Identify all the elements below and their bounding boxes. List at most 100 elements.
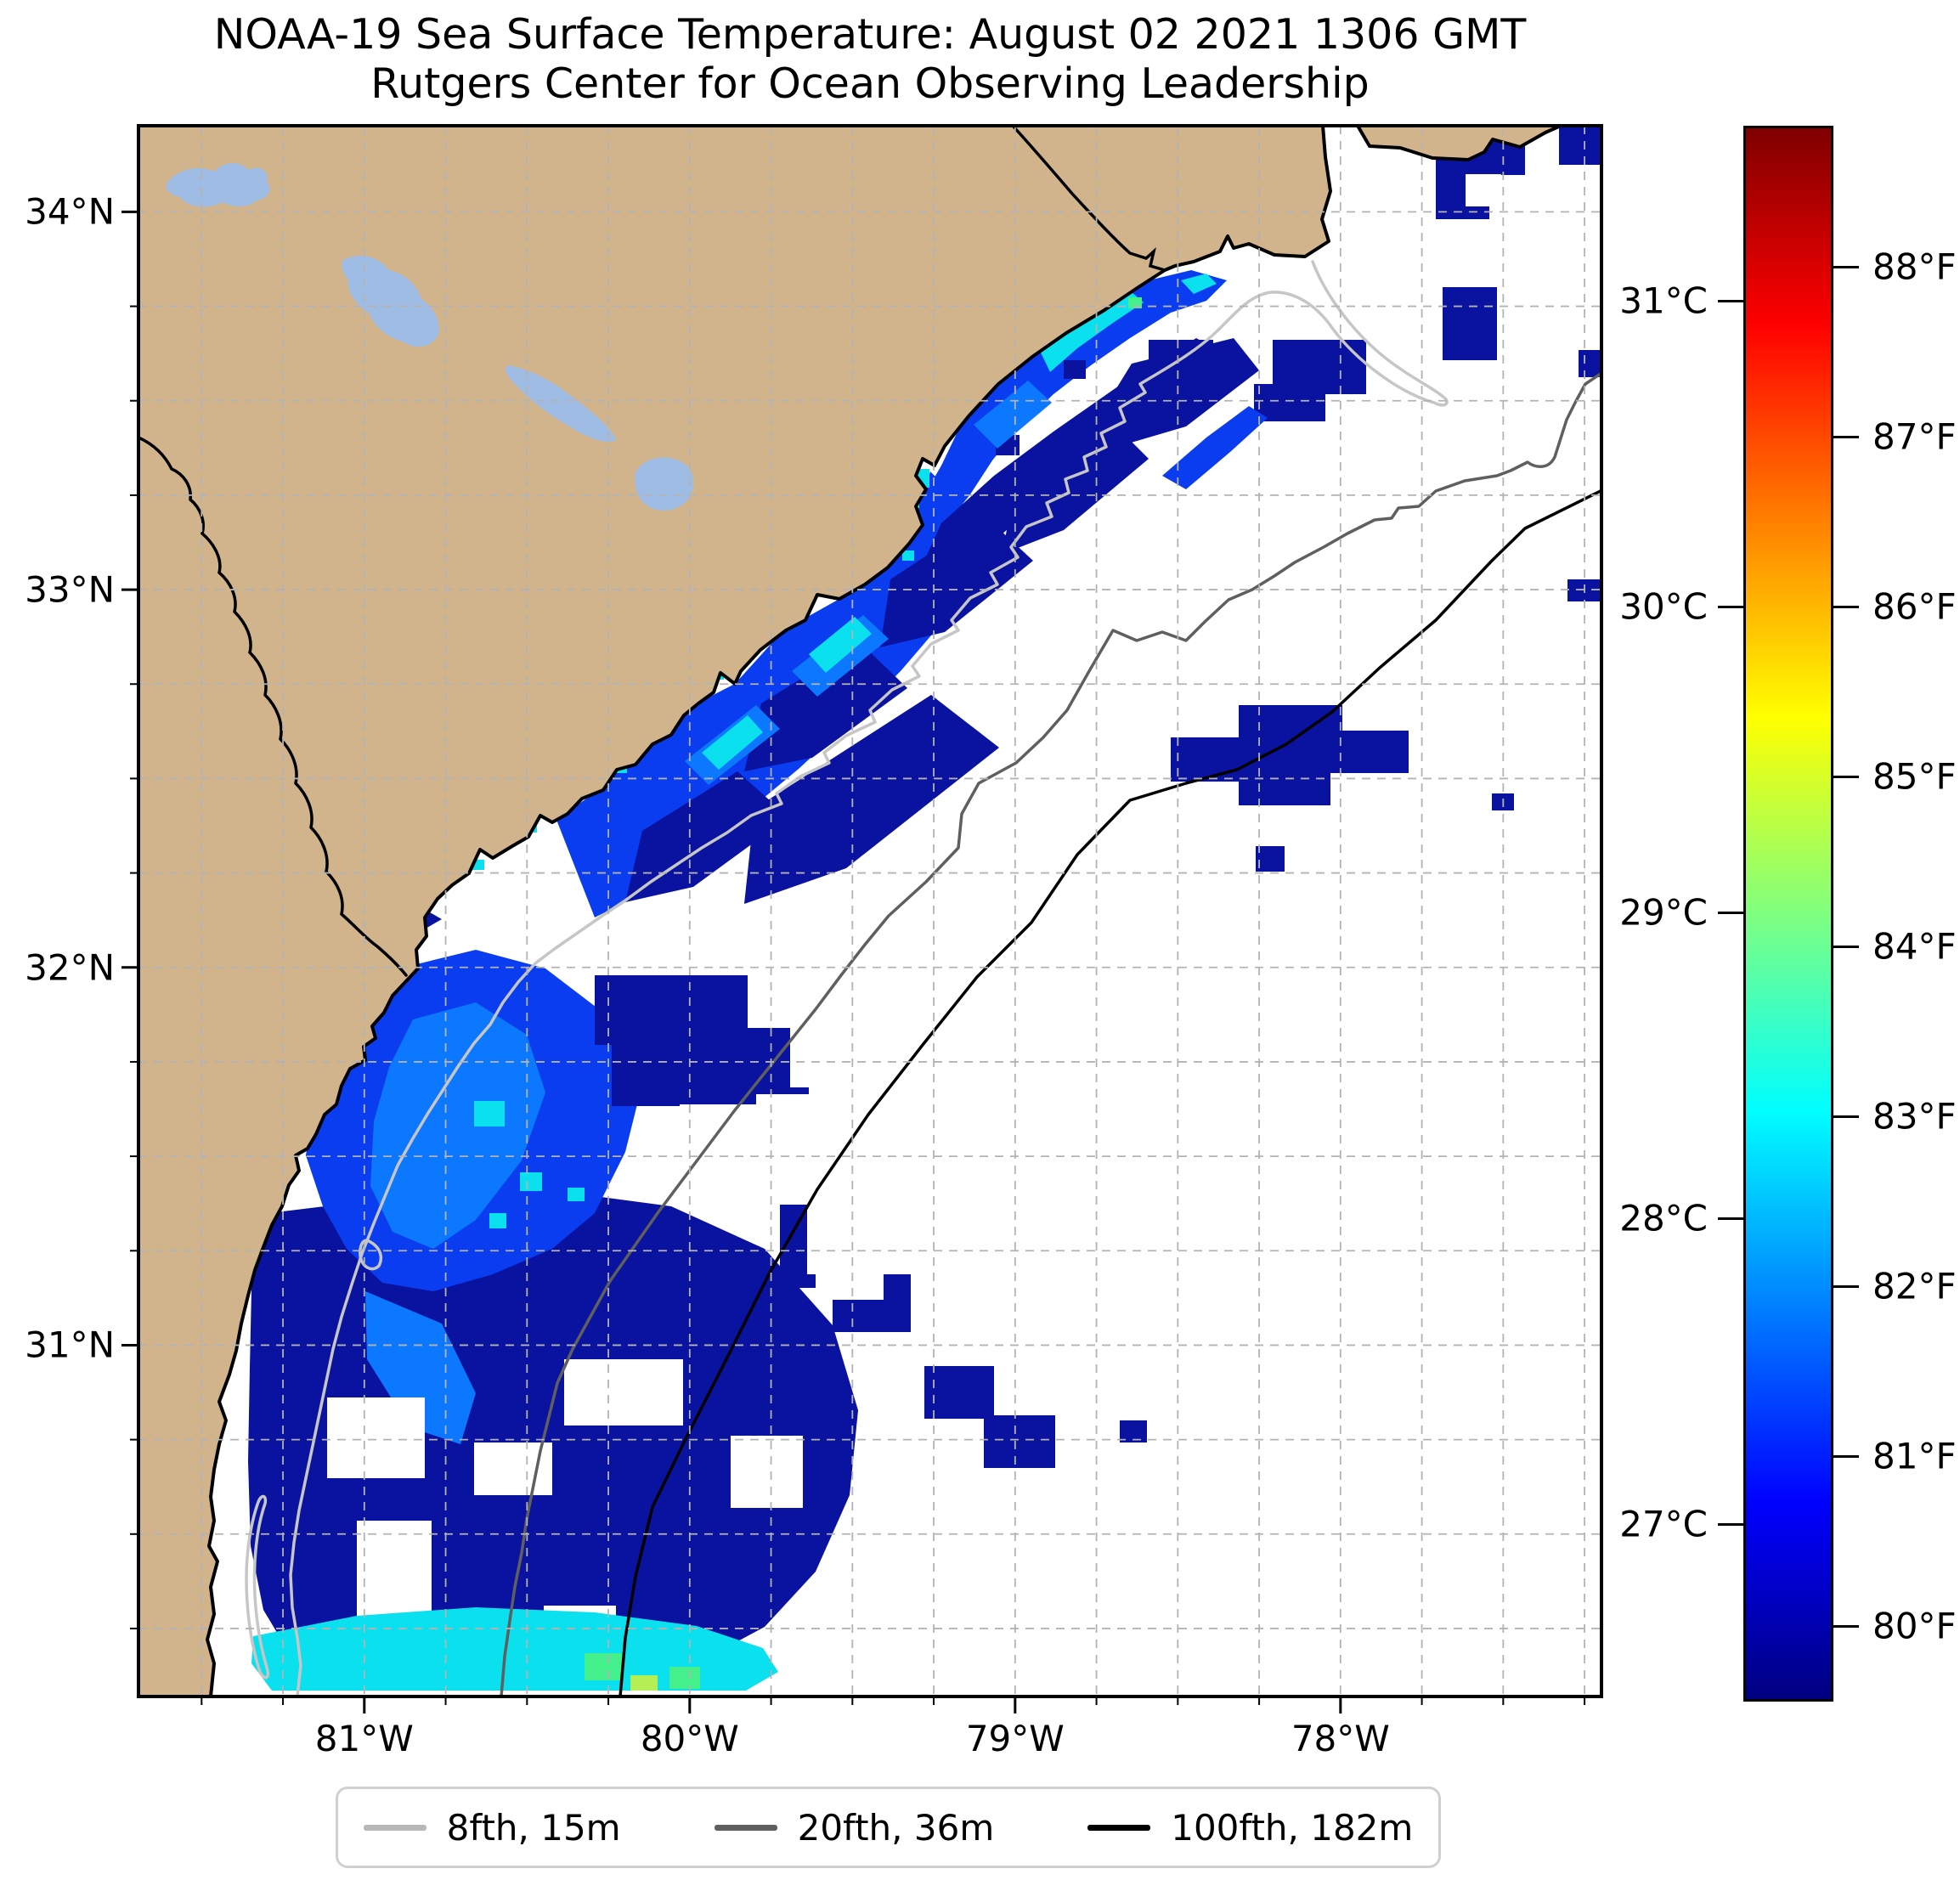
sst-patch xyxy=(327,1397,425,1478)
colorbar-label-fahrenheit: 81°F xyxy=(1872,1435,1957,1477)
sst-patch xyxy=(1466,174,1501,206)
colorbar-label-fahrenheit: 80°F xyxy=(1872,1605,1957,1647)
sst-patch xyxy=(1443,287,1497,360)
colorbar-tick-celsius xyxy=(1718,912,1743,914)
colorbar-tick-celsius xyxy=(1718,1217,1743,1220)
contour-20fth xyxy=(500,371,1601,1697)
colorbar-label-fahrenheit: 88°F xyxy=(1872,246,1957,288)
legend-label: 20fth, 36m xyxy=(797,1806,995,1849)
sst-patch xyxy=(744,695,999,904)
sst-patch xyxy=(1120,1420,1147,1442)
sst-patch xyxy=(1181,274,1217,294)
sst-patch xyxy=(790,1002,884,1087)
colorbar-tick-fahrenheit xyxy=(1833,1115,1859,1118)
x-tick-label: 80°W xyxy=(640,1718,739,1759)
y-tick-label: 32°N xyxy=(25,946,115,989)
land-mass-northeast xyxy=(1356,126,1562,161)
plot-frame xyxy=(137,124,1603,1698)
colorbar-label-celsius: 30°C xyxy=(1619,585,1708,628)
sst-patch xyxy=(880,517,1033,647)
sst-patch xyxy=(1064,360,1086,379)
sst-patch xyxy=(731,1436,803,1508)
colorbar-label-celsius: 28°C xyxy=(1619,1197,1708,1239)
colorbar-label-fahrenheit: 82°F xyxy=(1872,1265,1957,1307)
colorbar-label-fahrenheit: 84°F xyxy=(1872,925,1957,968)
legend-line-swatch xyxy=(714,1824,777,1831)
sst-patch xyxy=(365,1291,476,1444)
sst-patch xyxy=(1041,292,1144,372)
x-tick-label: 78°W xyxy=(1291,1718,1390,1759)
sst-patch xyxy=(669,1667,700,1689)
sst-patch xyxy=(625,771,788,902)
colorbar-label-celsius: 27°C xyxy=(1619,1503,1708,1545)
y-tick-label: 31°N xyxy=(25,1324,115,1366)
x-tick-label: 81°W xyxy=(314,1718,414,1759)
contour-8fth xyxy=(289,260,1449,1697)
sst-patch xyxy=(1162,406,1268,489)
colorbar-tick-fahrenheit xyxy=(1833,1625,1859,1628)
legend-line-swatch xyxy=(1087,1824,1151,1831)
map-layers xyxy=(138,126,1601,1697)
sst-patch xyxy=(520,1172,542,1191)
colorbar xyxy=(1743,126,1833,1702)
sst-patch xyxy=(1254,340,1366,421)
colorbar-tick-celsius xyxy=(1718,1523,1743,1526)
colorbar-tick-fahrenheit xyxy=(1833,1285,1859,1288)
sst-patch xyxy=(474,1101,505,1126)
sst-patch xyxy=(1256,846,1285,872)
contour-100fth xyxy=(619,488,1601,1697)
y-tick-label: 33°N xyxy=(25,568,115,611)
sst-patch xyxy=(1559,126,1601,165)
colorbar-tick-fahrenheit xyxy=(1833,1455,1859,1458)
title-line-1: NOAA-19 Sea Surface Temperature: August … xyxy=(213,10,1527,59)
sst-patch xyxy=(1171,705,1409,805)
sst-patch xyxy=(489,1213,506,1228)
y-tick-label: 34°N xyxy=(25,190,115,233)
sst-patch xyxy=(370,1002,545,1249)
legend-line-swatch xyxy=(363,1824,426,1831)
sst-patch xyxy=(680,1104,790,1198)
sst-patch xyxy=(744,642,907,771)
contour-8fth xyxy=(359,1239,383,1271)
lake xyxy=(635,457,694,511)
colorbar-label-fahrenheit: 86°F xyxy=(1872,585,1957,628)
colorbar-label-fahrenheit: 85°F xyxy=(1872,755,1957,798)
x-tick-label: 79°W xyxy=(965,1718,1065,1759)
sst-patch xyxy=(974,381,1052,449)
graticule xyxy=(138,126,1601,1697)
title-line-2: Rutgers Center for Ocean Observing Leade… xyxy=(370,59,1370,108)
colorbar-label-celsius: 31°C xyxy=(1619,279,1708,322)
colorbar-tick-fahrenheit xyxy=(1833,946,1859,948)
legend-label: 8fth, 15m xyxy=(446,1806,621,1849)
state-border xyxy=(1011,126,1166,272)
legend-label: 100fth, 182m xyxy=(1171,1806,1414,1849)
colorbar-label-fahrenheit: 87°F xyxy=(1872,415,1957,458)
colorbar-tick-fahrenheit xyxy=(1833,606,1859,608)
colorbar-tick-fahrenheit xyxy=(1833,436,1859,438)
savannah-river-border xyxy=(138,436,408,977)
colorbar-tick-celsius xyxy=(1718,300,1743,302)
lake xyxy=(342,256,439,347)
colorbar-label-fahrenheit: 83°F xyxy=(1872,1095,1957,1138)
land-mass xyxy=(138,126,1332,1697)
sst-patch xyxy=(816,1223,884,1300)
legend-item: 100fth, 182m xyxy=(1087,1807,1413,1849)
colorbar-tick-fahrenheit xyxy=(1833,266,1859,268)
sst-patch xyxy=(568,1188,585,1201)
sst-patch xyxy=(924,1366,1055,1468)
sst-patch xyxy=(1579,350,1601,377)
sst-patch xyxy=(630,1675,658,1691)
legend-item: 8fth, 15m xyxy=(363,1806,621,1849)
colorbar-label-celsius: 29°C xyxy=(1619,891,1708,934)
sst-patch xyxy=(809,617,872,673)
figure-title: NOAA-19 Sea Surface Temperature: August … xyxy=(138,10,1601,109)
legend-item: 20fth, 36m xyxy=(714,1806,995,1849)
sst-patch xyxy=(1003,415,1149,554)
lake xyxy=(506,365,617,443)
contour-8fth xyxy=(245,1494,270,1680)
lake xyxy=(166,162,270,207)
sst-patch xyxy=(564,1359,683,1426)
depth-contour-legend: 8fth, 15m 20fth, 36m 100fth, 182m xyxy=(336,1787,1441,1868)
